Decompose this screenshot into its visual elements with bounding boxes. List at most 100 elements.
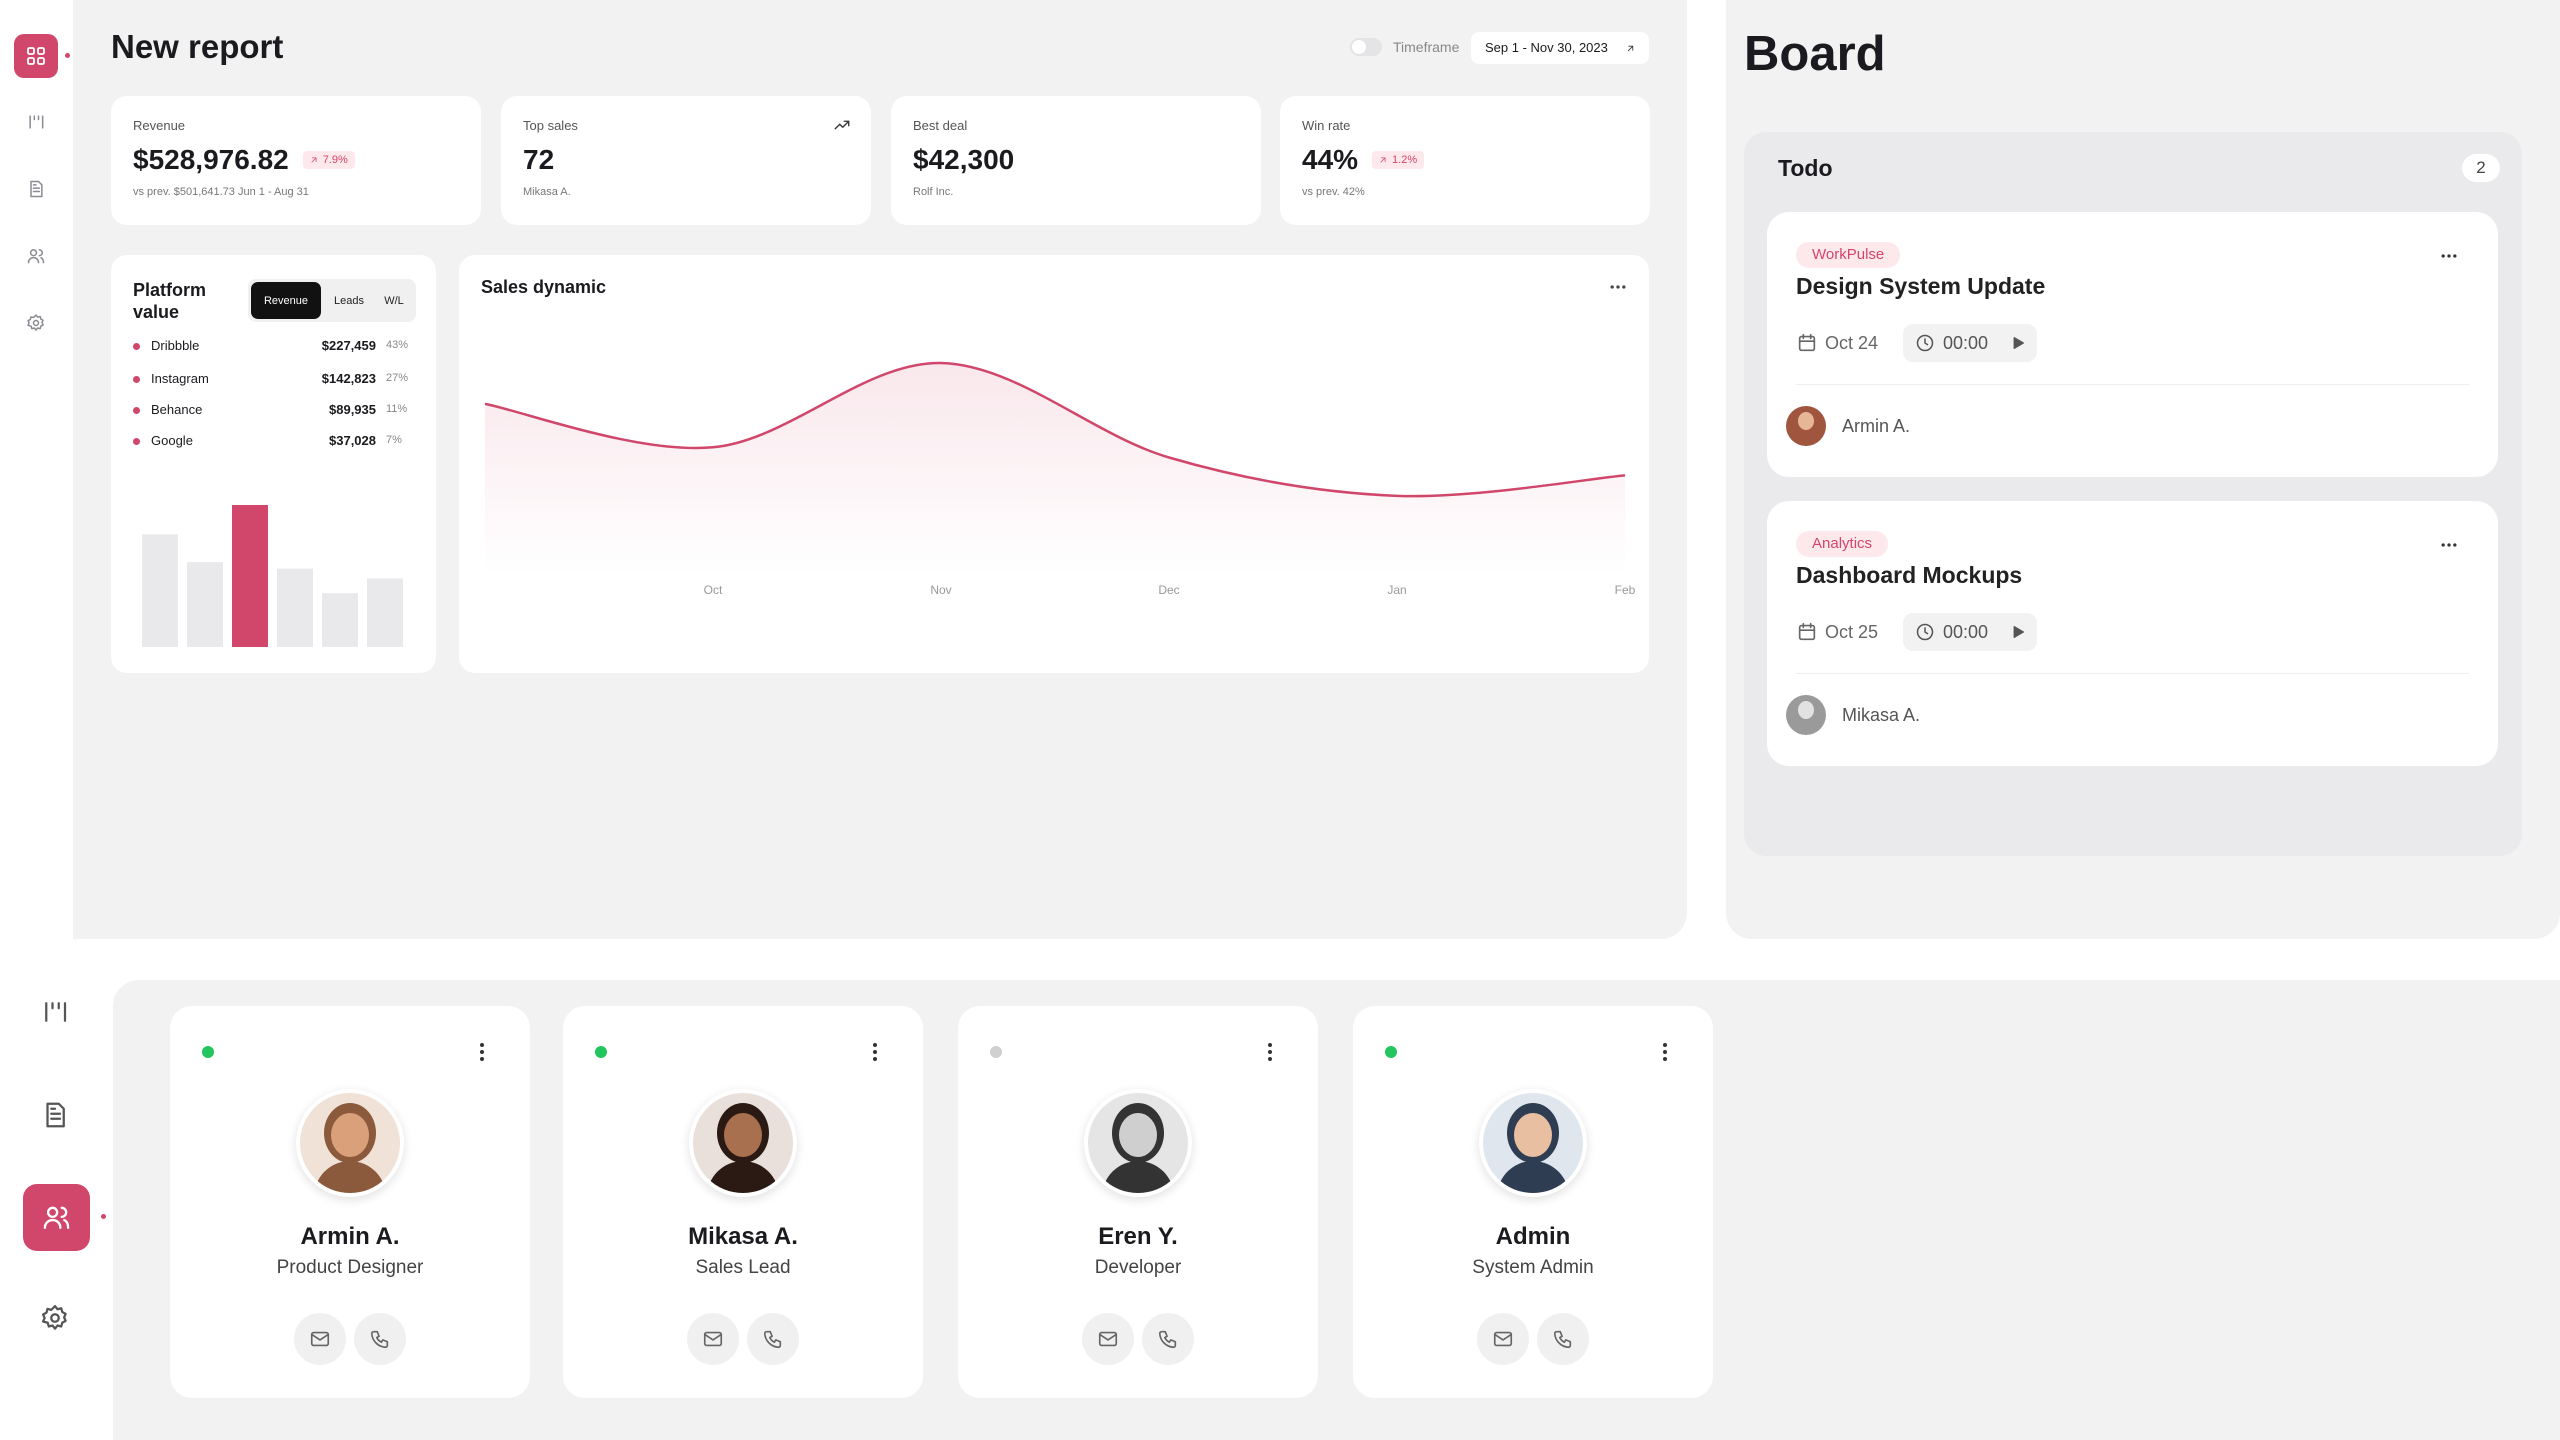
status-dot xyxy=(990,1046,1002,1058)
nav-item[interactable] xyxy=(26,313,46,333)
timer-value: 00:00 xyxy=(1943,333,1989,353)
icon-part xyxy=(370,1330,389,1349)
bar xyxy=(232,505,268,647)
date-button[interactable]: Sep 1 - Nov 30, 2023 xyxy=(1471,32,1649,64)
bar xyxy=(367,578,403,647)
tab-label: Leads xyxy=(334,294,364,307)
avatar xyxy=(1786,406,1826,446)
mail-button[interactable] xyxy=(294,1313,346,1365)
more-button[interactable] xyxy=(863,1040,887,1064)
bar xyxy=(277,568,313,647)
icon-part xyxy=(1380,157,1386,163)
area xyxy=(485,362,1625,575)
icon-part xyxy=(2013,337,2024,349)
icon-part xyxy=(50,1107,62,1120)
nav-item[interactable] xyxy=(40,997,70,1027)
column-name: Todo xyxy=(1778,155,1833,181)
bar xyxy=(187,562,223,647)
task-assignee: Mikasa A. xyxy=(1842,705,1921,725)
mail-button[interactable] xyxy=(1477,1313,1529,1365)
stat-row: 72 xyxy=(523,144,554,176)
icon-part xyxy=(2441,543,2445,547)
phone-button[interactable] xyxy=(1537,1313,1589,1365)
icon-part xyxy=(311,157,317,163)
row-share: 11% xyxy=(386,403,408,415)
icon-part xyxy=(1268,1057,1272,1061)
more-button[interactable] xyxy=(1653,1040,1677,1064)
task-card[interactable]: WorkPulse Design System Update Oct 24 00:00… xyxy=(1767,212,2498,477)
task-date: Oct 24 xyxy=(1825,333,1879,353)
nav-item[interactable] xyxy=(40,1100,70,1130)
tab[interactable]: W/L xyxy=(376,282,412,319)
more-button[interactable] xyxy=(2439,246,2459,266)
trend-icon xyxy=(834,120,850,130)
tab[interactable]: Revenue xyxy=(251,282,321,319)
play-icon[interactable] xyxy=(2009,623,2027,641)
icon-part xyxy=(1493,1331,1513,1347)
page-title: New report xyxy=(111,28,284,65)
icon-part xyxy=(46,1102,65,1128)
change-pill: 1.2% xyxy=(1372,151,1425,169)
member-role: Sales Lead xyxy=(695,1257,791,1278)
icon-part xyxy=(310,1331,330,1347)
more-button[interactable] xyxy=(1608,277,1628,297)
stat-label: Win rate xyxy=(1302,118,1351,133)
phone-button[interactable] xyxy=(747,1313,799,1365)
task-title: Dashboard Mockups xyxy=(1796,562,2023,588)
row-dot xyxy=(133,376,140,383)
status-dot xyxy=(202,1046,214,1058)
tab[interactable]: Leads xyxy=(324,282,374,319)
toggle[interactable] xyxy=(1350,38,1382,56)
icon-part xyxy=(703,1333,723,1341)
member-role: Product Designer xyxy=(276,1257,424,1278)
nav-item[interactable] xyxy=(26,112,46,132)
status-dot xyxy=(595,1046,607,1058)
row-name: Dribbble xyxy=(151,338,200,353)
calendar-icon xyxy=(1798,622,1816,641)
nav-team[interactable] xyxy=(41,1202,72,1233)
stat-card: Revenue $528,976.82 7.9% vs prev. $501,641.… xyxy=(111,96,481,225)
nav-item[interactable] xyxy=(40,1303,70,1333)
icon-part xyxy=(1663,1057,1667,1061)
mail-button[interactable] xyxy=(1082,1313,1134,1365)
mail-icon xyxy=(703,1331,723,1347)
nav-item[interactable] xyxy=(26,179,46,199)
icon-part xyxy=(1493,1333,1513,1341)
nav-active[interactable] xyxy=(23,1184,90,1251)
icon-part xyxy=(2447,254,2451,258)
nav-dashboard[interactable] xyxy=(24,44,48,68)
row-dot xyxy=(133,407,140,414)
mail-button[interactable] xyxy=(687,1313,739,1365)
play-icon[interactable] xyxy=(2009,334,2027,352)
nav-item[interactable] xyxy=(26,246,46,266)
more-button[interactable] xyxy=(2439,535,2459,555)
icon-part xyxy=(1798,624,1816,641)
clock-icon xyxy=(1916,334,1934,352)
task-card[interactable]: Analytics Dashboard Mockups Oct 25 00:00 Mik… xyxy=(1767,501,2498,766)
icon-part xyxy=(763,1330,782,1349)
icon-part xyxy=(27,314,44,331)
icon-part xyxy=(1663,1043,1667,1047)
icon-part xyxy=(1924,627,1929,635)
row-amount: $142,823 xyxy=(321,371,376,386)
avatar-body xyxy=(707,1161,779,1193)
task-assignee: Armin A. xyxy=(1842,416,1911,436)
icon-part xyxy=(1916,334,1934,352)
row-dot xyxy=(133,438,140,445)
nav-active[interactable] xyxy=(14,34,58,78)
row-share: 27% xyxy=(386,372,409,384)
timer[interactable]: 00:00 xyxy=(1903,613,2037,651)
phone-button[interactable] xyxy=(354,1313,406,1365)
icon-part xyxy=(50,1313,60,1323)
icon-part xyxy=(1553,1330,1572,1349)
more-button[interactable] xyxy=(1258,1040,1282,1064)
timer[interactable]: 00:00 xyxy=(1903,324,2037,362)
more-button[interactable] xyxy=(470,1040,494,1064)
phone-button[interactable] xyxy=(1142,1313,1194,1365)
mail-icon xyxy=(1098,1331,1118,1347)
icon-part xyxy=(703,1331,723,1347)
row-amount: $89,935 xyxy=(329,402,376,417)
row-dot xyxy=(133,343,140,350)
stat-row: $42,300 xyxy=(913,144,1014,176)
